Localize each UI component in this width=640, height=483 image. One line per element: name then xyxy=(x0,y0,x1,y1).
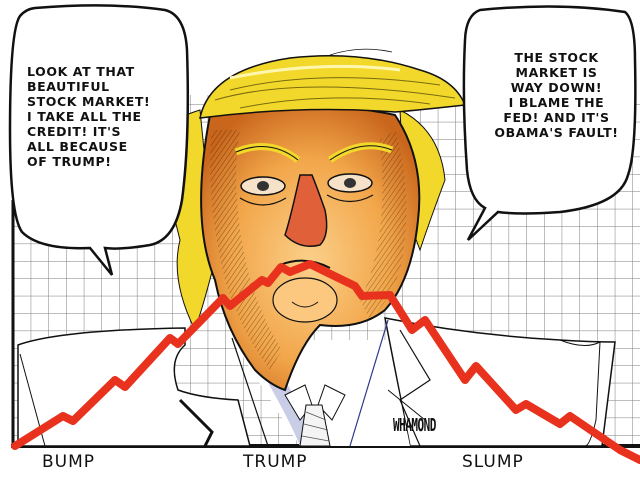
stock-market-line xyxy=(11,260,640,464)
hair xyxy=(199,48,467,119)
right-speech-bubble xyxy=(462,5,637,241)
artist-signature: WHAMOND xyxy=(393,415,436,436)
right-bubble-text: THE STOCK MARKET IS WAY DOWN! I BLAME TH… xyxy=(494,50,619,140)
left-speech-bubble xyxy=(8,4,190,276)
x-axis-label-slump: SLUMP xyxy=(462,452,524,472)
x-axis-label-trump: TRUMP xyxy=(243,452,308,472)
left-bubble-text: LOOK AT THAT BEAUTIFUL STOCK MARKET! I T… xyxy=(27,64,151,169)
x-axis-label-bump: BUMP xyxy=(42,452,96,472)
